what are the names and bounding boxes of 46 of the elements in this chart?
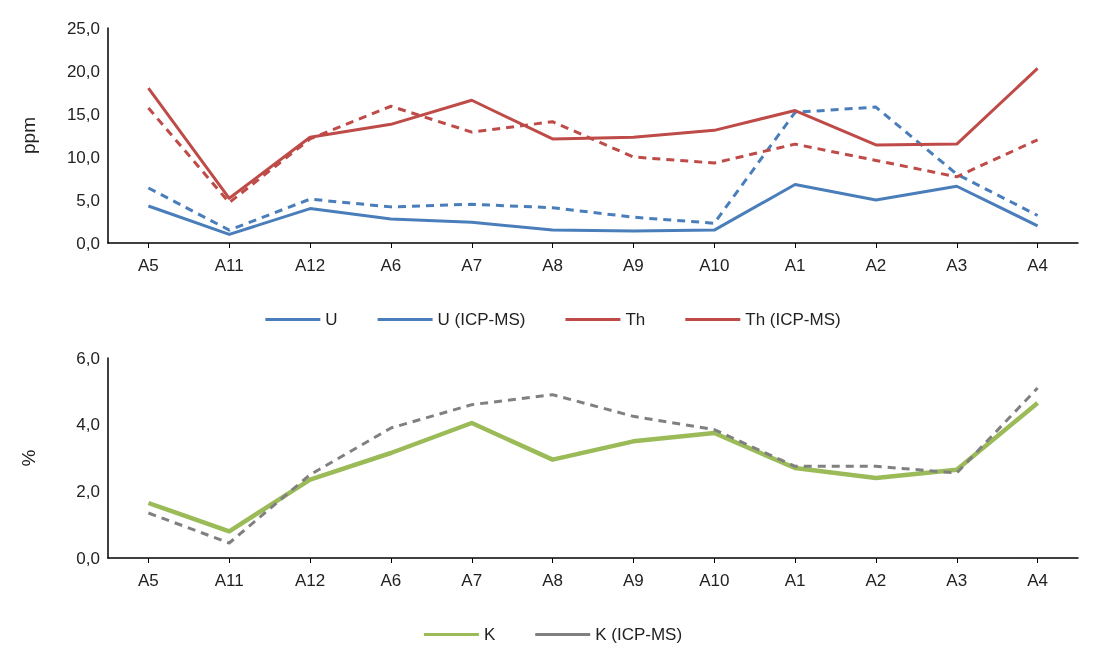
- x-tick-label: A3: [946, 571, 968, 590]
- x-tick-label: A11: [214, 571, 244, 590]
- legend-label: U (ICP-MS): [437, 310, 526, 329]
- y-tick-label: 20,0: [66, 61, 100, 81]
- legend-label: Th (ICP-MS): [745, 310, 841, 329]
- x-tick-label: A5: [138, 256, 159, 275]
- x-tick-label: A9: [623, 571, 644, 590]
- legend-label: K: [483, 625, 496, 644]
- x-tick-label: A7: [461, 256, 483, 275]
- y-tick-label: 25,0: [66, 18, 100, 38]
- x-tick-label: A4: [1027, 256, 1048, 275]
- x-tick-label: A12: [294, 256, 326, 275]
- x-tick-label: A5: [138, 571, 159, 590]
- x-tick-label: A8: [542, 256, 563, 275]
- y-tick-label: 15,0: [66, 104, 100, 124]
- line-series: [146, 66, 1040, 200]
- x-tick-label: A2: [865, 256, 887, 275]
- y-tick-label: 10,0: [66, 147, 100, 167]
- y-tick-label: 2,0: [76, 481, 100, 501]
- legend-label: U: [325, 310, 338, 329]
- x-tick-label: A6: [380, 571, 402, 590]
- line-series: [146, 386, 1040, 545]
- x-tick-label: A3: [946, 256, 968, 275]
- x-tick-label: A12: [294, 571, 326, 590]
- x-tick-label: A11: [214, 256, 244, 275]
- x-tick-label: A1: [784, 571, 806, 590]
- y-axis-title: ppm: [18, 117, 39, 154]
- x-tick-label: A10: [699, 256, 730, 275]
- y-tick-label: 0,0: [76, 548, 100, 568]
- x-tick-label: A4: [1027, 571, 1048, 590]
- y-tick-label: 4,0: [76, 415, 100, 435]
- y-tick-label: 6,0: [76, 348, 100, 368]
- x-tick-label: A1: [784, 256, 806, 275]
- y-tick-label: 0,0: [76, 233, 100, 253]
- x-tick-label: A9: [623, 256, 644, 275]
- y-tick-label: 5,0: [76, 190, 100, 210]
- x-tick-label: A2: [865, 571, 887, 590]
- x-tick-label: A6: [380, 256, 402, 275]
- legend-label: Th: [625, 310, 646, 329]
- legend-label: K (ICP-MS): [595, 625, 683, 644]
- line-series: [146, 105, 1040, 232]
- line-series: [146, 400, 1040, 534]
- y-axis-title: %: [18, 449, 39, 467]
- x-tick-label: A7: [461, 571, 483, 590]
- x-tick-label: A8: [542, 571, 563, 590]
- x-tick-label: A10: [699, 571, 730, 590]
